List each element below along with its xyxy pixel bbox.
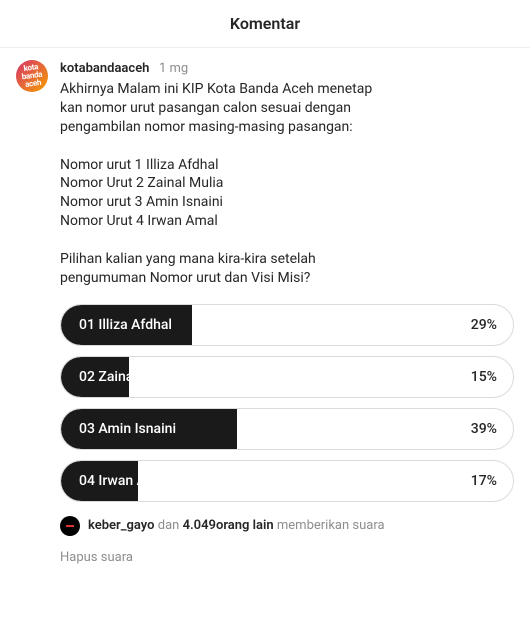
poll: 01 Illiza Afdhal 29% 02 Zainal Mulia 15% 03 … [60,304,514,502]
voters-text: keber_gayo dan 4.049orang lain memberika… [88,518,385,533]
poll-option-label: 02 Zainal Mulia [61,369,175,385]
comment-body: kotabandaaceh 1 mg Akhirnya Malam ini KI… [60,60,514,565]
comment-container: kota banda aceh kotabandaaceh 1 mg Akhir… [0,48,530,581]
voter-count: 4.049orang lain [183,518,274,533]
poll-option[interactable]: 02 Zainal Mulia 15% [60,356,514,398]
poll-option[interactable]: 04 Irwan Amal 17% [60,460,514,502]
avatar-text: kota banda aceh [16,62,48,90]
voter-lead-user: keber_gayo [88,518,155,533]
comments-header: Komentar [0,0,530,48]
poll-option-label: 04 Irwan Amal [61,473,169,489]
comment-head: kota banda aceh kotabandaaceh 1 mg Akhir… [16,60,514,565]
poll-option-percent: 29% [471,317,497,333]
comment-timestamp: 1 mg [159,61,188,76]
comment-caption: Akhirnya Malam ini KIP Kota Banda Aceh m… [60,80,514,288]
poll-option[interactable]: 01 Illiza Afdhal 29% [60,304,514,346]
remove-vote-button[interactable]: Hapus suara [60,550,514,565]
poll-option-percent: 15% [471,369,497,385]
voter-avatar [60,516,80,536]
author-username[interactable]: kotabandaaceh [60,61,149,76]
poll-option-percent: 17% [471,473,497,489]
username-line: kotabandaaceh 1 mg [60,60,514,76]
poll-option-label: 01 Illiza Afdhal [61,317,172,333]
voters-line[interactable]: keber_gayo dan 4.049orang lain memberika… [60,516,514,536]
author-avatar[interactable]: kota banda aceh [16,60,48,92]
header-title: Komentar [230,14,300,33]
poll-option-label: 03 Amin Isnaini [61,421,176,437]
poll-option[interactable]: 03 Amin Isnaini 39% [60,408,514,450]
poll-option-percent: 39% [471,421,497,437]
